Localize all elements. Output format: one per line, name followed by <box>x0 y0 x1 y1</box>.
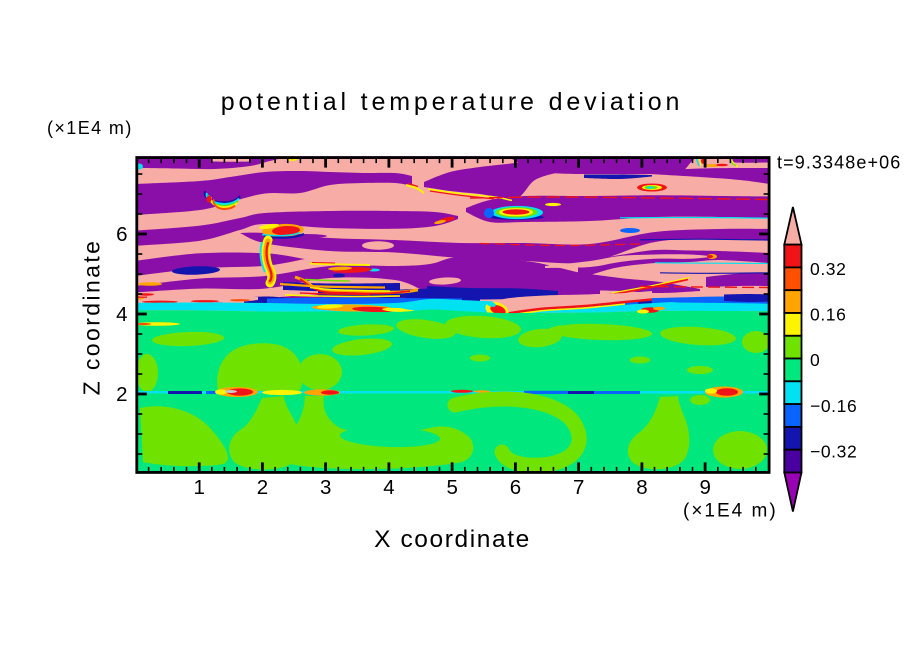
svg-text:2: 2 <box>257 476 268 499</box>
svg-text:0: 0 <box>810 350 820 370</box>
svg-text:(×1E4 m): (×1E4 m) <box>47 118 133 138</box>
svg-text:t=9.3348e+06: t=9.3348e+06 <box>777 153 901 173</box>
svg-text:7: 7 <box>573 476 584 499</box>
svg-text:X coordinate: X coordinate <box>374 526 531 553</box>
svg-text:2: 2 <box>116 383 127 406</box>
svg-text:3: 3 <box>320 476 331 499</box>
svg-text:5: 5 <box>446 476 457 499</box>
svg-text:Z coordinate: Z coordinate <box>79 239 105 396</box>
svg-text:0.32: 0.32 <box>810 259 846 279</box>
svg-text:6: 6 <box>510 476 521 499</box>
svg-text:4: 4 <box>383 476 394 499</box>
svg-text:(×1E4 m): (×1E4 m) <box>683 501 778 522</box>
svg-text:−0.32: −0.32 <box>810 441 857 461</box>
svg-text:6: 6 <box>116 223 127 246</box>
svg-text:1: 1 <box>193 476 204 499</box>
svg-text:−0.16: −0.16 <box>810 396 857 416</box>
svg-text:8: 8 <box>636 476 647 499</box>
svg-text:9: 9 <box>699 476 710 499</box>
svg-text:potential temperature deviatio: potential temperature deviation <box>221 88 684 116</box>
svg-text:4: 4 <box>116 303 127 326</box>
svg-text:0.16: 0.16 <box>810 305 846 325</box>
